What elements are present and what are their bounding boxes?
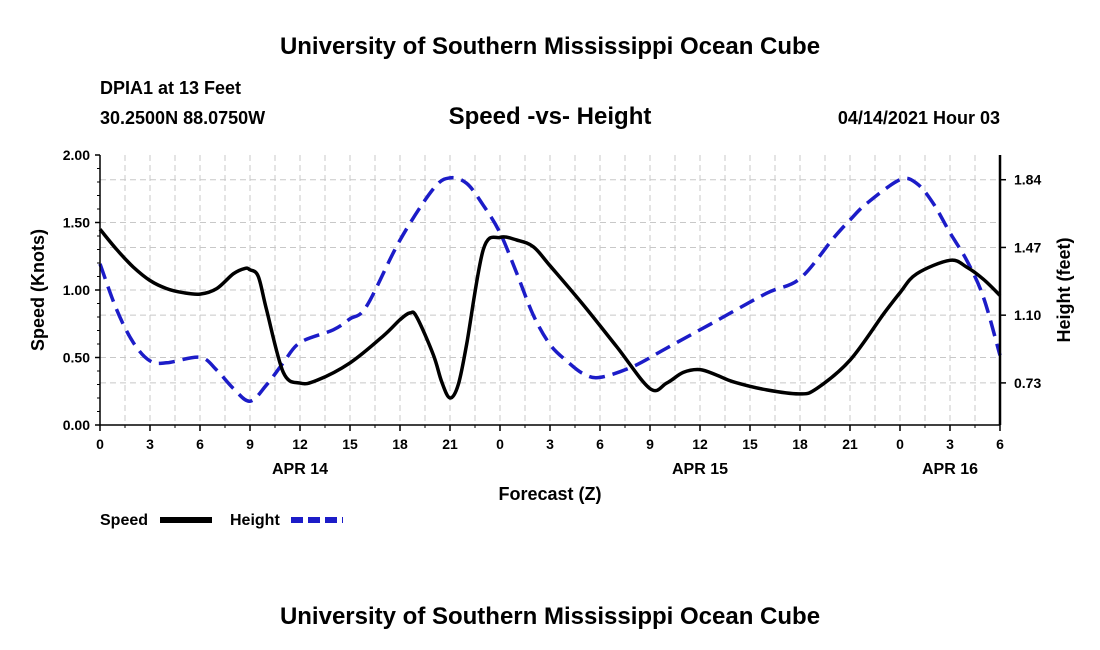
x-tick-label: 0 xyxy=(496,436,504,452)
y2-tick-label: 1.10 xyxy=(1014,307,1041,323)
footer-title: University of Southern Mississippi Ocean… xyxy=(280,603,820,630)
series-line-height xyxy=(98,175,1002,403)
x-tick-label: 9 xyxy=(246,436,254,452)
y-tick-label: 2.00 xyxy=(63,147,90,163)
x-tick-label: 3 xyxy=(146,436,154,452)
x-tick-label: 6 xyxy=(596,436,604,452)
chart-title: Speed -vs- Height xyxy=(449,103,652,130)
legend-height-label: Height xyxy=(230,512,280,529)
y-tick-label: 0.00 xyxy=(63,417,90,433)
y2-tick-label: 1.84 xyxy=(1014,172,1041,188)
y2-tick-label: 1.47 xyxy=(1014,239,1041,255)
series-line-speed xyxy=(98,228,1002,400)
station-coords: 30.2500N 88.0750W xyxy=(100,108,265,128)
date-label: APR 16 xyxy=(922,461,978,478)
x-axis-title: Forecast (Z) xyxy=(498,484,601,504)
x-tick-label: 18 xyxy=(392,436,408,452)
axes: 0.00 0.50 1.00 1.50 2.00 0.73 1.10 1.47 1.84 0 3 6 9… xyxy=(63,147,1042,478)
y2-axis-title: Height (feet) xyxy=(1054,238,1074,343)
date-label: APR 15 xyxy=(672,461,728,478)
x-tick-label: 0 xyxy=(896,436,904,452)
x-tick-label: 3 xyxy=(546,436,554,452)
x-tick-label: 12 xyxy=(692,436,708,452)
x-tick-label: 18 xyxy=(792,436,808,452)
x-tick-label: 15 xyxy=(742,436,758,452)
x-tick-label: 21 xyxy=(842,436,858,452)
x-tick-label: 3 xyxy=(946,436,954,452)
page-title: University of Southern Mississippi Ocean… xyxy=(280,33,820,60)
station-label: DPIA1 at 13 Feet xyxy=(100,78,241,98)
x-tick-label: 6 xyxy=(996,436,1004,452)
forecast-date: 04/14/2021 Hour 03 xyxy=(838,108,1000,128)
x-tick-label: 0 xyxy=(96,436,104,452)
x-tick-label: 21 xyxy=(442,436,458,452)
x-tick-label: 12 xyxy=(292,436,308,452)
grid-lines xyxy=(100,155,1000,425)
x-tick-label: 6 xyxy=(196,436,204,452)
date-label: APR 14 xyxy=(272,461,328,478)
x-tick-label: 15 xyxy=(342,436,358,452)
legend-speed-label: Speed xyxy=(100,512,148,529)
y-tick-label: 1.50 xyxy=(63,215,90,231)
legend: Speed Height xyxy=(100,512,343,529)
y-tick-label: 1.00 xyxy=(63,282,90,298)
x-tick-label: 9 xyxy=(646,436,654,452)
data-series xyxy=(98,175,1002,403)
y-tick-label: 0.50 xyxy=(63,350,90,366)
y2-tick-label: 0.73 xyxy=(1014,375,1041,391)
y-axis-title: Speed (Knots) xyxy=(28,229,48,351)
